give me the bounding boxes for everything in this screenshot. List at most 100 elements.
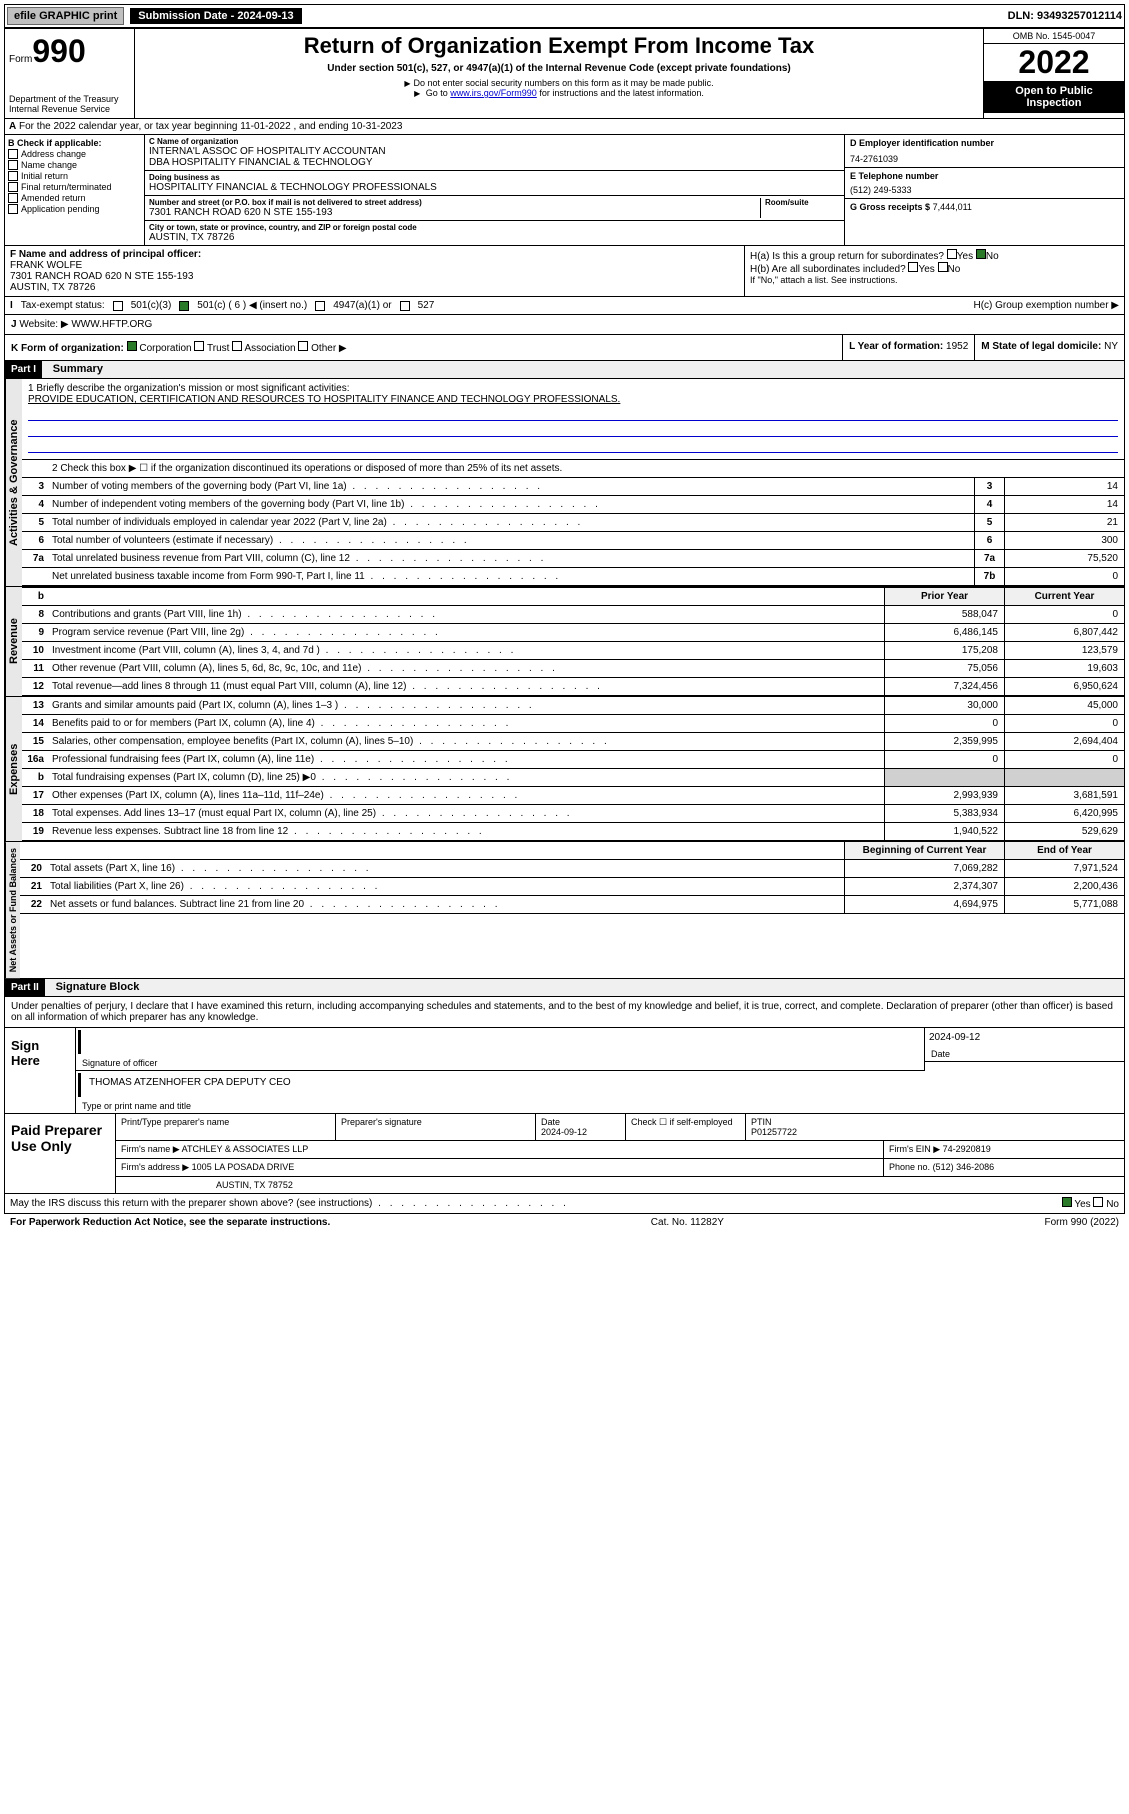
prior-year-value (884, 769, 1004, 786)
chk-527[interactable] (400, 301, 410, 311)
officer-addr1: 7301 RANCH ROAD 620 N STE 155-193 (10, 271, 739, 282)
eoy-value: 2,200,436 (1004, 878, 1124, 895)
prep-ptin: P01257722 (751, 1127, 797, 1137)
chk-trust[interactable] (194, 341, 204, 351)
room-label: Room/suite (765, 198, 840, 207)
irs-link[interactable]: www.irs.gov/Form990 (450, 88, 537, 98)
chk-501c3[interactable] (113, 301, 123, 311)
line-text: Net assets or fund balances. Subtract li… (46, 896, 844, 913)
vert-net-assets: Net Assets or Fund Balances (5, 842, 20, 978)
omb-number: OMB No. 1545-0047 (984, 29, 1124, 44)
prep-col-ptin: PTIN (751, 1117, 772, 1127)
line-num: 14 (22, 715, 48, 732)
line-text: Revenue less expenses. Subtract line 18 … (48, 823, 884, 840)
instruction-link-row: Go to www.irs.gov/Form990 for instructio… (139, 88, 979, 98)
instr-post: for instructions and the latest informat… (537, 88, 704, 98)
line-num: 6 (22, 532, 48, 549)
label-address-change: Address change (21, 149, 86, 159)
line2-text: 2 Check this box ▶ ☐ if the organization… (22, 460, 1124, 477)
section-b: B Check if applicable: Address change Na… (5, 135, 145, 245)
chk-4947[interactable] (315, 301, 325, 311)
chk-corp[interactable] (127, 341, 137, 351)
current-year-value (1004, 769, 1124, 786)
opt-other: Other ▶ (311, 343, 346, 354)
efile-print-button[interactable]: efile GRAPHIC print (7, 7, 124, 25)
line-num: 3 (22, 478, 48, 495)
chk-assoc[interactable] (232, 341, 242, 351)
summary-line-12: 12 Total revenue—add lines 8 through 11 … (22, 678, 1124, 696)
vert-revenue: Revenue (5, 587, 22, 696)
part2-title: Signature Block (56, 981, 140, 993)
opt-4947: 4947(a)(1) or (333, 300, 391, 311)
section-bc-grid: B Check if applicable: Address change Na… (4, 135, 1125, 246)
prep-self-employed: Check ☐ if self-employed (626, 1114, 746, 1140)
firm-phone-label: Phone no. (889, 1162, 930, 1172)
summary-line-15: 15 Salaries, other compensation, employe… (22, 733, 1124, 751)
prior-year-value: 0 (884, 751, 1004, 768)
prior-year-value: 2,993,939 (884, 787, 1004, 804)
prep-col-date: Date (541, 1117, 560, 1127)
line-value: 21 (1004, 514, 1124, 531)
current-year-value: 2,694,404 (1004, 733, 1124, 750)
ha-yes-label: Yes (957, 251, 973, 262)
paid-preparer-label: Paid Preparer Use Only (5, 1114, 115, 1193)
line-text: Other revenue (Part VIII, column (A), li… (48, 660, 884, 677)
eoy-header: End of Year (1004, 842, 1124, 859)
checkbox-final-return[interactable] (8, 182, 18, 192)
boy-value: 7,069,282 (844, 860, 1004, 877)
row-a-tax-year: A For the 2022 calendar year, or tax yea… (4, 119, 1125, 135)
line-text: Salaries, other compensation, employee b… (48, 733, 884, 750)
m-label: M State of legal domicile: (981, 341, 1104, 352)
line-num: 12 (22, 678, 48, 695)
checkbox-address-change[interactable] (8, 149, 18, 159)
signature-line[interactable] (78, 1030, 922, 1054)
discuss-no-checkbox[interactable] (1093, 1197, 1103, 1207)
sign-date: 2024-09-12 (925, 1028, 1124, 1047)
prior-year-value: 0 (884, 715, 1004, 732)
sign-date-label: Date (925, 1047, 1124, 1062)
line-box: 7b (974, 568, 1004, 585)
label-final-return: Final return/terminated (21, 182, 112, 192)
line-value: 0 (1004, 568, 1124, 585)
summary-line-21: 21 Total liabilities (Part X, line 26) 2… (20, 878, 1124, 896)
city-value: AUSTIN, TX 78726 (149, 232, 840, 243)
current-year-value: 123,579 (1004, 642, 1124, 659)
ha-no-checkbox[interactable] (976, 249, 986, 259)
checkbox-name-change[interactable] (8, 160, 18, 170)
gross-receipts-label: G Gross receipts $ (850, 202, 930, 212)
prior-year-value: 2,359,995 (884, 733, 1004, 750)
name-line: THOMAS ATZENHOFER CPA DEPUTY CEO (78, 1073, 1122, 1097)
boy-header: Beginning of Current Year (844, 842, 1004, 859)
tax-status-label: Tax-exempt status: (21, 300, 105, 311)
eoy-value: 7,971,524 (1004, 860, 1124, 877)
checkbox-amended-return[interactable] (8, 193, 18, 203)
summary-line-19: 19 Revenue less expenses. Subtract line … (22, 823, 1124, 841)
current-year-value: 6,420,995 (1004, 805, 1124, 822)
line-box: 4 (974, 496, 1004, 513)
line-text: Number of independent voting members of … (48, 496, 974, 513)
line-value: 14 (1004, 478, 1124, 495)
discuss-yes-checkbox[interactable] (1062, 1197, 1072, 1207)
ha-yes-checkbox[interactable] (947, 249, 957, 259)
summary-line-22: 22 Net assets or fund balances. Subtract… (20, 896, 1124, 914)
hb-note: If "No," attach a list. See instructions… (750, 275, 1119, 285)
summary-line-5: 5 Total number of individuals employed i… (22, 514, 1124, 532)
hb-yes-checkbox[interactable] (908, 262, 918, 272)
form-subtitle: Under section 501(c), 527, or 4947(a)(1)… (139, 63, 979, 74)
summary-line-13: 13 Grants and similar amounts paid (Part… (22, 697, 1124, 715)
line-text: Professional fundraising fees (Part IX, … (48, 751, 884, 768)
chk-501c[interactable] (179, 301, 189, 311)
checkbox-initial-return[interactable] (8, 171, 18, 181)
hb-no-checkbox[interactable] (938, 262, 948, 272)
gross-receipts-value: 7,444,011 (933, 202, 972, 212)
checkbox-application-pending[interactable] (8, 204, 18, 214)
line-num: 11 (22, 660, 48, 677)
line-text: Total liabilities (Part X, line 26) (46, 878, 844, 895)
line-num: 18 (22, 805, 48, 822)
firm-addr1: 1005 LA POSADA DRIVE (192, 1162, 295, 1172)
chk-other[interactable] (298, 341, 308, 351)
label-initial-return: Initial return (21, 171, 68, 181)
line-text: Contributions and grants (Part VIII, lin… (48, 606, 884, 623)
hdr-b: b (22, 588, 48, 605)
mission-blank-line (28, 439, 1118, 453)
